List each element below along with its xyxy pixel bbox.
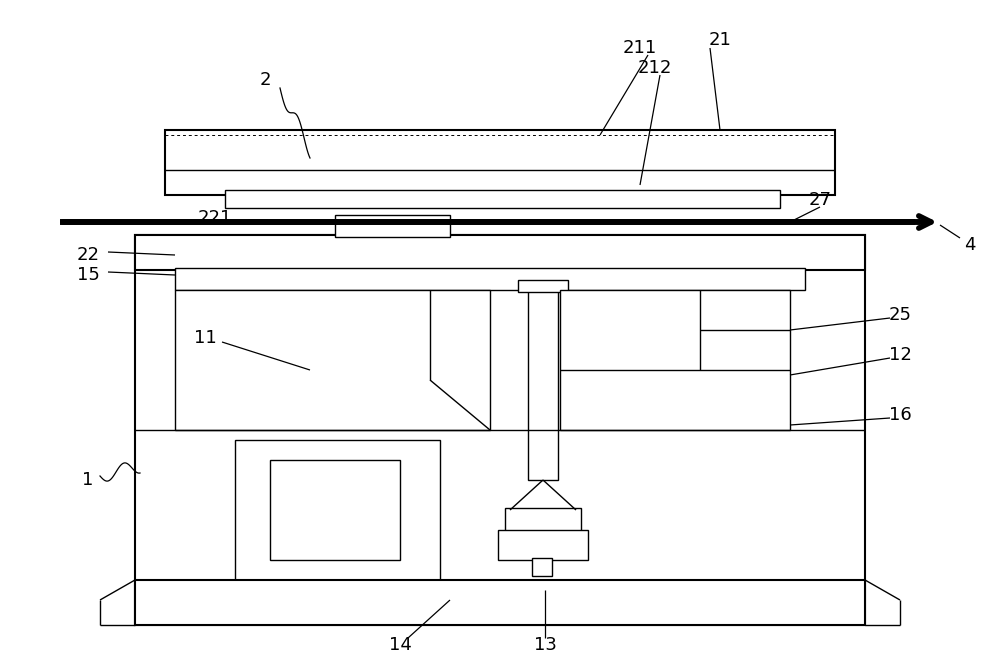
Bar [505, 508, 581, 533]
Bar [235, 440, 440, 580]
Bar [225, 190, 780, 208]
Text: 2: 2 [259, 71, 271, 89]
Text: 14: 14 [389, 636, 411, 654]
Bar [135, 580, 865, 625]
Bar [175, 290, 490, 430]
Text: 25: 25 [888, 306, 911, 324]
Bar [518, 280, 568, 292]
Text: 221: 221 [198, 209, 232, 227]
Text: 27: 27 [808, 191, 831, 209]
Text: 15: 15 [77, 266, 99, 284]
Text: 212: 212 [638, 59, 672, 77]
Text: 1: 1 [82, 471, 94, 489]
Text: 4: 4 [964, 236, 976, 254]
Text: 21: 21 [709, 31, 731, 49]
Text: 13: 13 [534, 636, 556, 654]
Text: 211: 211 [623, 39, 657, 57]
Text: 22: 22 [77, 246, 100, 264]
Bar [270, 460, 400, 560]
Bar [335, 215, 450, 237]
Text: 12: 12 [889, 346, 911, 364]
Bar [532, 558, 552, 576]
Text: 11: 11 [194, 329, 216, 347]
Text: 16: 16 [889, 406, 911, 424]
Bar [528, 290, 558, 480]
Bar [560, 290, 790, 430]
Bar [175, 268, 805, 290]
Bar [498, 530, 588, 560]
Bar [165, 130, 835, 195]
Bar [135, 235, 865, 625]
Bar [135, 235, 865, 270]
